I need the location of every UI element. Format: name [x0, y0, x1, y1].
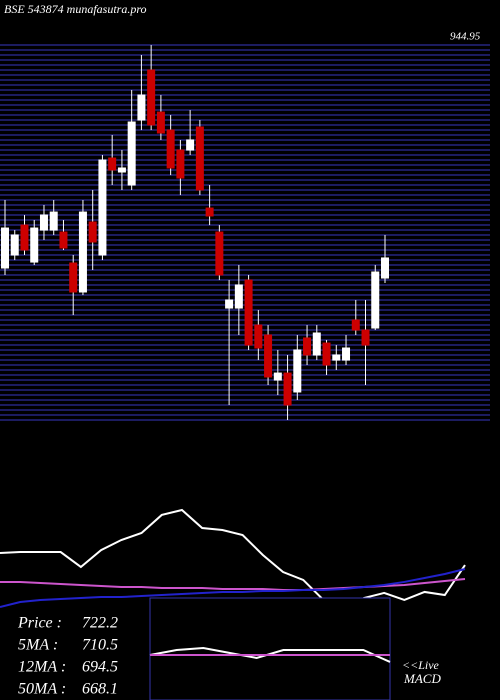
candle-body [147, 69, 156, 126]
candle-body [381, 257, 389, 279]
legend-value: 710.5 [82, 637, 118, 654]
candle-body [195, 126, 204, 191]
candle-body [1, 227, 9, 269]
candle-body [332, 354, 341, 361]
candle-body [205, 207, 214, 217]
candle-body [39, 214, 48, 231]
candle-body [342, 347, 351, 361]
candle-body [215, 231, 224, 276]
candle-body [303, 337, 312, 356]
candle-body [108, 157, 117, 171]
panel-note: <<Live [402, 658, 440, 672]
candle-body [156, 111, 165, 134]
header: BSE 543874 munafasutra.pro [4, 2, 147, 16]
y-tick-label: 944.95 [450, 31, 481, 43]
candle-body [30, 227, 39, 263]
indicator-line [0, 567, 466, 609]
legend-value: 668.1 [82, 681, 118, 698]
indicator-line [0, 577, 466, 591]
candle-body [98, 159, 107, 256]
candle-body [10, 234, 19, 256]
candle-body [78, 211, 87, 293]
candle-body [88, 221, 97, 243]
indicator-line [0, 508, 466, 617]
candle-body [371, 271, 380, 329]
candle-body [322, 342, 331, 366]
candle-body [186, 139, 195, 151]
candle-body [166, 129, 175, 169]
legend-label: 5MA : [18, 637, 58, 654]
candle-body [254, 324, 263, 349]
legend-label: 50MA : [18, 681, 66, 698]
candle-body [137, 94, 146, 121]
candle-body [273, 372, 282, 381]
candle-body [117, 167, 126, 173]
candle-body [59, 231, 68, 249]
candle-body [176, 149, 185, 179]
candle-body [244, 279, 253, 346]
candle-body [283, 372, 292, 406]
candle-body [361, 329, 370, 346]
legend-label: Price : [17, 615, 62, 632]
candle-body [312, 332, 321, 356]
candle-body [127, 121, 136, 186]
legend-value: 722.2 [82, 615, 118, 632]
price-panel [0, 45, 500, 423]
legend-label: 12MA : [18, 659, 66, 676]
indicator-line [149, 646, 391, 663]
candle-body [351, 319, 360, 331]
legend-value: 694.5 [82, 659, 118, 676]
candle-body [49, 211, 58, 231]
candle-body [20, 224, 29, 251]
candle-body [264, 334, 273, 378]
candle-body [225, 299, 234, 309]
candle-body [293, 349, 302, 393]
candle-body [234, 284, 243, 309]
candle-body [69, 262, 78, 293]
panel-title: MACD [403, 671, 441, 686]
